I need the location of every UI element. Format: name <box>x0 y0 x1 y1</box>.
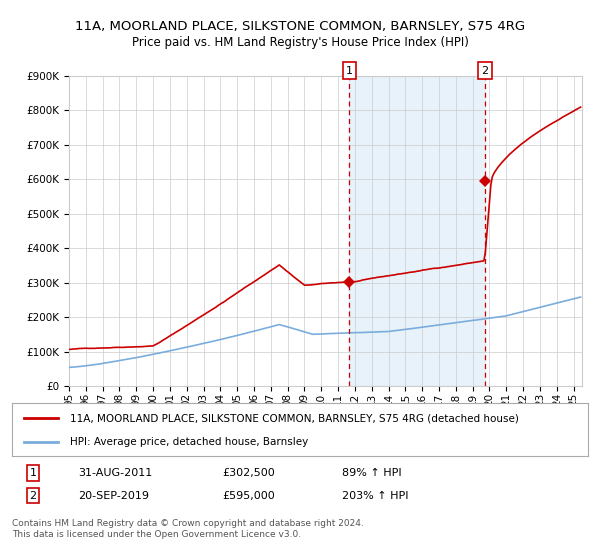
Text: 89% ↑ HPI: 89% ↑ HPI <box>342 468 401 478</box>
Text: 2: 2 <box>481 66 488 76</box>
Text: 1: 1 <box>346 66 353 76</box>
Bar <box>349 76 485 386</box>
Text: 11A, MOORLAND PLACE, SILKSTONE COMMON, BARNSLEY, S75 4RG (detached house): 11A, MOORLAND PLACE, SILKSTONE COMMON, B… <box>70 413 518 423</box>
Text: 1: 1 <box>29 468 37 478</box>
Text: HPI: Average price, detached house, Barnsley: HPI: Average price, detached house, Barn… <box>70 436 308 446</box>
Text: 203% ↑ HPI: 203% ↑ HPI <box>342 491 409 501</box>
Text: 2: 2 <box>29 491 37 501</box>
Text: £595,000: £595,000 <box>222 491 275 501</box>
Text: 31-AUG-2011: 31-AUG-2011 <box>78 468 152 478</box>
Text: Price paid vs. HM Land Registry's House Price Index (HPI): Price paid vs. HM Land Registry's House … <box>131 36 469 49</box>
Text: 11A, MOORLAND PLACE, SILKSTONE COMMON, BARNSLEY, S75 4RG: 11A, MOORLAND PLACE, SILKSTONE COMMON, B… <box>75 20 525 32</box>
Text: Contains HM Land Registry data © Crown copyright and database right 2024.
This d: Contains HM Land Registry data © Crown c… <box>12 520 364 539</box>
Text: £302,500: £302,500 <box>222 468 275 478</box>
Text: 20-SEP-2019: 20-SEP-2019 <box>78 491 149 501</box>
